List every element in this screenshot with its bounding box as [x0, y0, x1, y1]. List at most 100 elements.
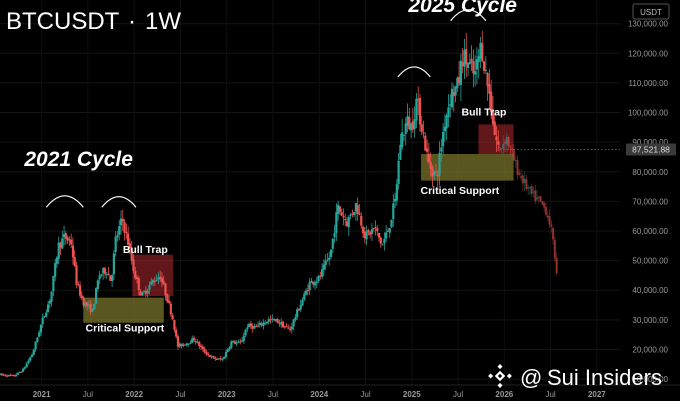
candle-body	[151, 280, 155, 283]
candle-body	[212, 356, 215, 358]
candle-body	[255, 325, 258, 327]
candle-layer	[0, 30, 620, 378]
candle-body	[68, 239, 71, 241]
candle-body	[239, 341, 242, 343]
candle-body	[132, 259, 135, 271]
bull-trap-label: Bull Trap	[123, 244, 168, 256]
candle-body	[264, 322, 267, 324]
candle-body	[290, 326, 293, 330]
critical-support-zone	[421, 154, 514, 181]
candle-body	[141, 292, 144, 296]
candle-body	[175, 329, 178, 337]
candle-body	[319, 275, 322, 277]
candle-body	[187, 343, 190, 345]
candle-body	[443, 126, 446, 132]
x-tick-label: 2023	[218, 390, 236, 399]
candle-body	[301, 299, 304, 306]
candle-body	[465, 48, 468, 65]
candle-body	[313, 282, 317, 286]
candle-body	[246, 327, 249, 330]
candle-body	[449, 104, 452, 106]
candle-body	[546, 215, 549, 218]
candle-body	[349, 214, 352, 216]
watermark-at: @	[520, 365, 542, 390]
candle-body	[420, 124, 423, 132]
annotation-layer: 2021 Cycle 2025 Cycle Bull Trap Critical Su…	[23, 0, 517, 335]
candle-body	[226, 349, 229, 352]
candle-body	[481, 43, 484, 62]
candle-body	[183, 344, 187, 346]
currency-badge[interactable]: USDT	[632, 3, 670, 20]
candle-body	[376, 228, 379, 232]
candle-body	[260, 323, 263, 326]
x-tick-label: Jul	[268, 390, 278, 399]
candle-body	[287, 327, 290, 329]
x-tick-label: 2021	[33, 390, 51, 399]
candle-body	[262, 322, 265, 327]
candle-body	[553, 239, 556, 259]
candle-body	[541, 201, 544, 205]
candle-body	[294, 317, 297, 321]
candle-body	[14, 375, 18, 377]
x-tick-label: 2022	[125, 390, 143, 399]
y-tick-label: 60,000.00	[632, 227, 668, 236]
candle-body	[146, 290, 149, 294]
candle-body	[178, 343, 181, 347]
candle-body	[409, 123, 413, 131]
candle-body	[555, 257, 558, 274]
candle-body	[221, 358, 224, 360]
candle-body	[173, 320, 176, 330]
candle-body	[463, 50, 466, 67]
candle-body	[404, 123, 407, 135]
candle-body	[258, 322, 261, 326]
candle-body	[415, 98, 418, 121]
candle-body	[269, 319, 272, 321]
candle-body	[299, 304, 302, 310]
candle-body	[48, 300, 51, 304]
y-tick-label: 50,000.00	[632, 257, 668, 266]
candle-body	[148, 285, 151, 290]
candle-body	[112, 253, 115, 275]
candle-body	[96, 280, 99, 290]
candle-body	[361, 226, 365, 234]
candle-body	[123, 222, 126, 233]
candle-body	[249, 323, 253, 327]
cycle-label: 2025 Cycle	[407, 0, 517, 17]
candle-body	[402, 134, 406, 136]
candle-body	[9, 374, 12, 376]
x-tick-label: 2024	[310, 390, 328, 399]
candle-body	[134, 271, 137, 279]
candle-body	[340, 212, 343, 216]
candle-body	[543, 202, 546, 208]
x-tick-label: 2026	[495, 390, 513, 399]
chart-title-interval: 1W	[145, 8, 181, 35]
candle-body	[518, 172, 521, 175]
candle-body	[347, 216, 350, 228]
candle-body	[450, 88, 454, 108]
candle-body	[237, 341, 240, 343]
candle-body	[530, 186, 533, 194]
candle-body	[144, 291, 148, 294]
candle-body	[424, 135, 427, 151]
candle-body	[388, 228, 391, 233]
candle-body	[55, 257, 59, 264]
candle-body	[550, 224, 553, 227]
candle-body	[326, 259, 329, 261]
candle-body	[98, 275, 101, 280]
candle-body	[13, 374, 16, 377]
candle-body	[25, 363, 28, 368]
candle-body	[363, 231, 366, 239]
y-tick-label: 30,000.00	[632, 316, 668, 325]
candle-body	[75, 265, 78, 285]
candle-body	[521, 175, 524, 184]
candle-body	[321, 269, 324, 277]
candle-body	[166, 294, 169, 302]
candle-body	[401, 132, 404, 148]
candle-body	[43, 315, 46, 318]
candle-body	[519, 176, 523, 178]
candle-body	[207, 353, 210, 355]
y-tick-label: 120,000.00	[628, 49, 669, 58]
candle-body	[433, 171, 436, 175]
peak-arc	[450, 9, 487, 22]
y-axis: 10,000.00 20,000.00 30,000.00 40,000.00 50,0…	[628, 20, 669, 384]
